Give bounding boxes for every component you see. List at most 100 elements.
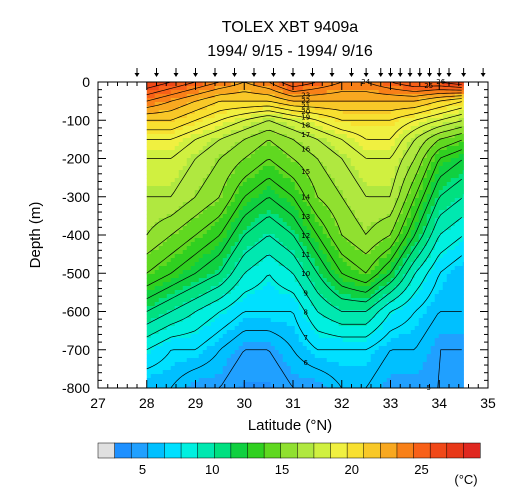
heatmap-cell bbox=[262, 342, 268, 347]
heatmap-cell bbox=[330, 118, 336, 123]
heatmap-cell bbox=[230, 330, 236, 335]
heatmap-cell bbox=[246, 198, 252, 203]
heatmap-cell bbox=[206, 82, 212, 87]
heatmap-cell bbox=[342, 166, 348, 171]
heatmap-cell bbox=[354, 90, 360, 95]
heatmap-cell bbox=[394, 322, 400, 327]
heatmap-cell bbox=[310, 146, 316, 151]
heatmap-cell bbox=[314, 238, 320, 243]
heatmap-cell bbox=[250, 130, 256, 135]
heatmap-cell bbox=[158, 334, 164, 339]
heatmap-cell bbox=[386, 214, 392, 219]
heatmap-cell bbox=[198, 242, 204, 247]
heatmap-cell bbox=[250, 346, 256, 351]
heatmap-cell bbox=[162, 330, 168, 335]
heatmap-cell bbox=[278, 214, 284, 219]
heatmap-cell bbox=[266, 130, 272, 135]
heatmap-cell bbox=[346, 378, 352, 383]
heatmap-cell bbox=[166, 210, 172, 215]
heatmap-cell bbox=[234, 262, 240, 267]
heatmap-cell bbox=[210, 222, 216, 227]
heatmap-cell bbox=[242, 134, 248, 139]
heatmap-cell bbox=[186, 346, 192, 351]
heatmap-cell bbox=[250, 246, 256, 251]
heatmap-cell bbox=[374, 322, 380, 327]
heatmap-cell bbox=[358, 234, 364, 239]
heatmap-cell bbox=[214, 266, 220, 271]
heatmap-cell bbox=[394, 382, 400, 387]
heatmap-cell bbox=[338, 358, 344, 363]
heatmap-cell bbox=[238, 282, 244, 287]
heatmap-cell bbox=[258, 346, 264, 351]
heatmap-cell bbox=[374, 218, 380, 223]
heatmap-cell bbox=[358, 314, 364, 319]
heatmap-cell bbox=[262, 234, 268, 239]
heatmap-cell bbox=[350, 346, 356, 351]
heatmap-cell bbox=[262, 274, 268, 279]
heatmap-cell bbox=[226, 254, 232, 259]
heatmap-cell bbox=[362, 286, 368, 291]
heatmap-cell bbox=[206, 282, 212, 287]
heatmap-cell bbox=[342, 214, 348, 219]
heatmap-cell bbox=[146, 110, 152, 115]
heatmap-cell bbox=[166, 274, 172, 279]
heatmap-cell bbox=[326, 278, 332, 283]
heatmap-cell bbox=[146, 338, 152, 343]
heatmap-cell bbox=[386, 326, 392, 331]
heatmap-cell bbox=[290, 254, 296, 259]
heatmap-cell bbox=[198, 214, 204, 219]
heatmap-cell bbox=[198, 270, 204, 275]
heatmap-cell bbox=[202, 230, 208, 235]
heatmap-cell bbox=[270, 242, 276, 247]
heatmap-cell bbox=[322, 134, 328, 139]
heatmap-cell bbox=[198, 118, 204, 123]
heatmap-cell bbox=[198, 282, 204, 287]
heatmap-cell bbox=[254, 230, 260, 235]
heatmap-cell bbox=[306, 378, 312, 383]
heatmap-cell bbox=[246, 286, 252, 291]
heatmap-cell bbox=[386, 286, 392, 291]
heatmap-cell bbox=[266, 86, 272, 91]
heatmap-cell bbox=[370, 270, 376, 275]
heatmap-cell bbox=[334, 194, 340, 199]
heatmap-cell bbox=[294, 242, 300, 247]
heatmap-cell bbox=[334, 302, 340, 307]
heatmap-cell bbox=[398, 318, 404, 323]
heatmap-cell bbox=[278, 198, 284, 203]
heatmap-cell bbox=[202, 354, 208, 359]
heatmap-cell bbox=[306, 202, 312, 207]
heatmap-cell bbox=[374, 198, 380, 203]
heatmap-cell bbox=[206, 366, 212, 371]
heatmap-cell bbox=[310, 190, 316, 195]
heatmap-cell bbox=[302, 146, 308, 151]
heatmap-cell bbox=[302, 238, 308, 243]
heatmap-cell bbox=[214, 322, 220, 327]
heatmap-cell bbox=[358, 154, 364, 159]
heatmap-cell bbox=[286, 338, 292, 343]
heatmap-cell bbox=[270, 266, 276, 271]
heatmap-cell bbox=[202, 138, 208, 143]
heatmap-cell bbox=[334, 230, 340, 235]
heatmap-cell bbox=[162, 298, 168, 303]
heatmap-cell bbox=[158, 106, 164, 111]
heatmap-cell bbox=[366, 318, 372, 323]
heatmap-cell bbox=[326, 254, 332, 259]
heatmap-cell bbox=[246, 294, 252, 299]
heatmap-cell bbox=[234, 86, 240, 91]
heatmap-cell bbox=[350, 130, 356, 135]
heatmap-cell bbox=[310, 310, 316, 315]
heatmap-cell bbox=[162, 202, 168, 207]
heatmap-cell bbox=[350, 282, 356, 287]
heatmap-cell bbox=[246, 226, 252, 231]
heatmap-cell bbox=[262, 146, 268, 151]
heatmap-cell bbox=[274, 126, 280, 131]
heatmap-cell bbox=[362, 326, 368, 331]
heatmap-cell bbox=[294, 374, 300, 379]
heatmap-cell bbox=[302, 250, 308, 255]
heatmap-cell bbox=[274, 146, 280, 151]
heatmap-cell bbox=[202, 310, 208, 315]
heatmap-cell bbox=[258, 298, 264, 303]
heatmap-cell bbox=[218, 134, 224, 139]
heatmap-cell bbox=[194, 290, 200, 295]
heatmap-cell bbox=[366, 146, 372, 151]
